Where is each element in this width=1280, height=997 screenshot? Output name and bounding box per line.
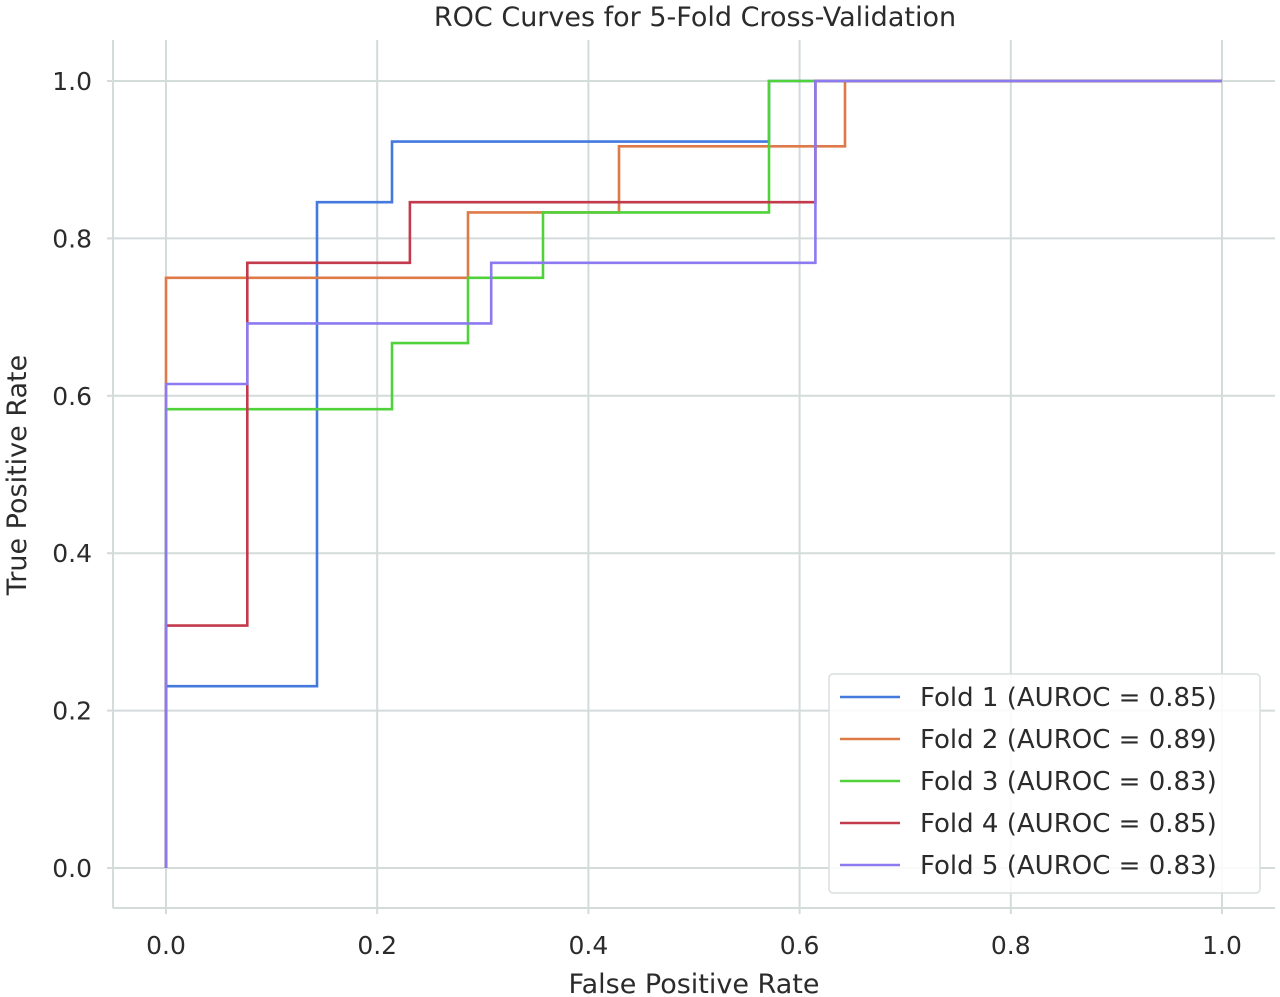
- axes-spines: [112, 40, 1275, 909]
- legend: Fold 1 (AUROC = 0.85) Fold 2 (AUROC = 0.8…: [828, 673, 1261, 894]
- x-tick-label: 0.8: [991, 931, 1031, 960]
- roc-curve-fold-5: [164, 79, 1222, 868]
- x-tick-label: 0.4: [569, 931, 609, 960]
- legend-items: Fold 1 (AUROC = 0.85) Fold 2 (AUROC = 0.8…: [840, 683, 1217, 881]
- x-tick-label: 1.0: [1202, 931, 1242, 960]
- legend-label-fold-4: Fold 4 (AUROC = 0.85): [920, 809, 1217, 839]
- legend-label-fold-2: Fold 2 (AUROC = 0.89): [920, 725, 1217, 755]
- y-tick-label: 1.0: [52, 67, 92, 96]
- y-axis-ticks: 0.0 0.2 0.4 0.6 0.8 1.0: [52, 67, 113, 883]
- y-tick-label: 0.6: [52, 382, 92, 411]
- legend-box: [828, 673, 1261, 894]
- y-axis-label: True Positive Rate: [2, 355, 33, 597]
- legend-label-fold-3: Fold 3 (AUROC = 0.83): [920, 767, 1217, 797]
- y-tick-label: 0.4: [52, 539, 92, 568]
- legend-label-fold-1: Fold 1 (AUROC = 0.85): [920, 683, 1217, 713]
- x-axis-ticks: 0.0 0.2 0.4 0.6 0.8 1.0: [146, 908, 1242, 960]
- x-tick-label: 0.0: [146, 931, 186, 960]
- legend-label-fold-5: Fold 5 (AUROC = 0.83): [920, 851, 1217, 881]
- grid: [113, 40, 1275, 908]
- chart-title: ROC Curves for 5-Fold Cross-Validation: [434, 2, 956, 33]
- roc-curve-fold-3: [164, 79, 1222, 868]
- y-tick-label: 0.8: [52, 224, 92, 253]
- x-tick-label: 0.2: [357, 931, 397, 960]
- series-group: [164, 79, 1222, 868]
- y-tick-label: 0.0: [52, 854, 92, 883]
- y-tick-label: 0.2: [52, 697, 92, 726]
- x-tick-label: 0.6: [780, 931, 820, 960]
- x-axis-label: False Positive Rate: [569, 969, 820, 997]
